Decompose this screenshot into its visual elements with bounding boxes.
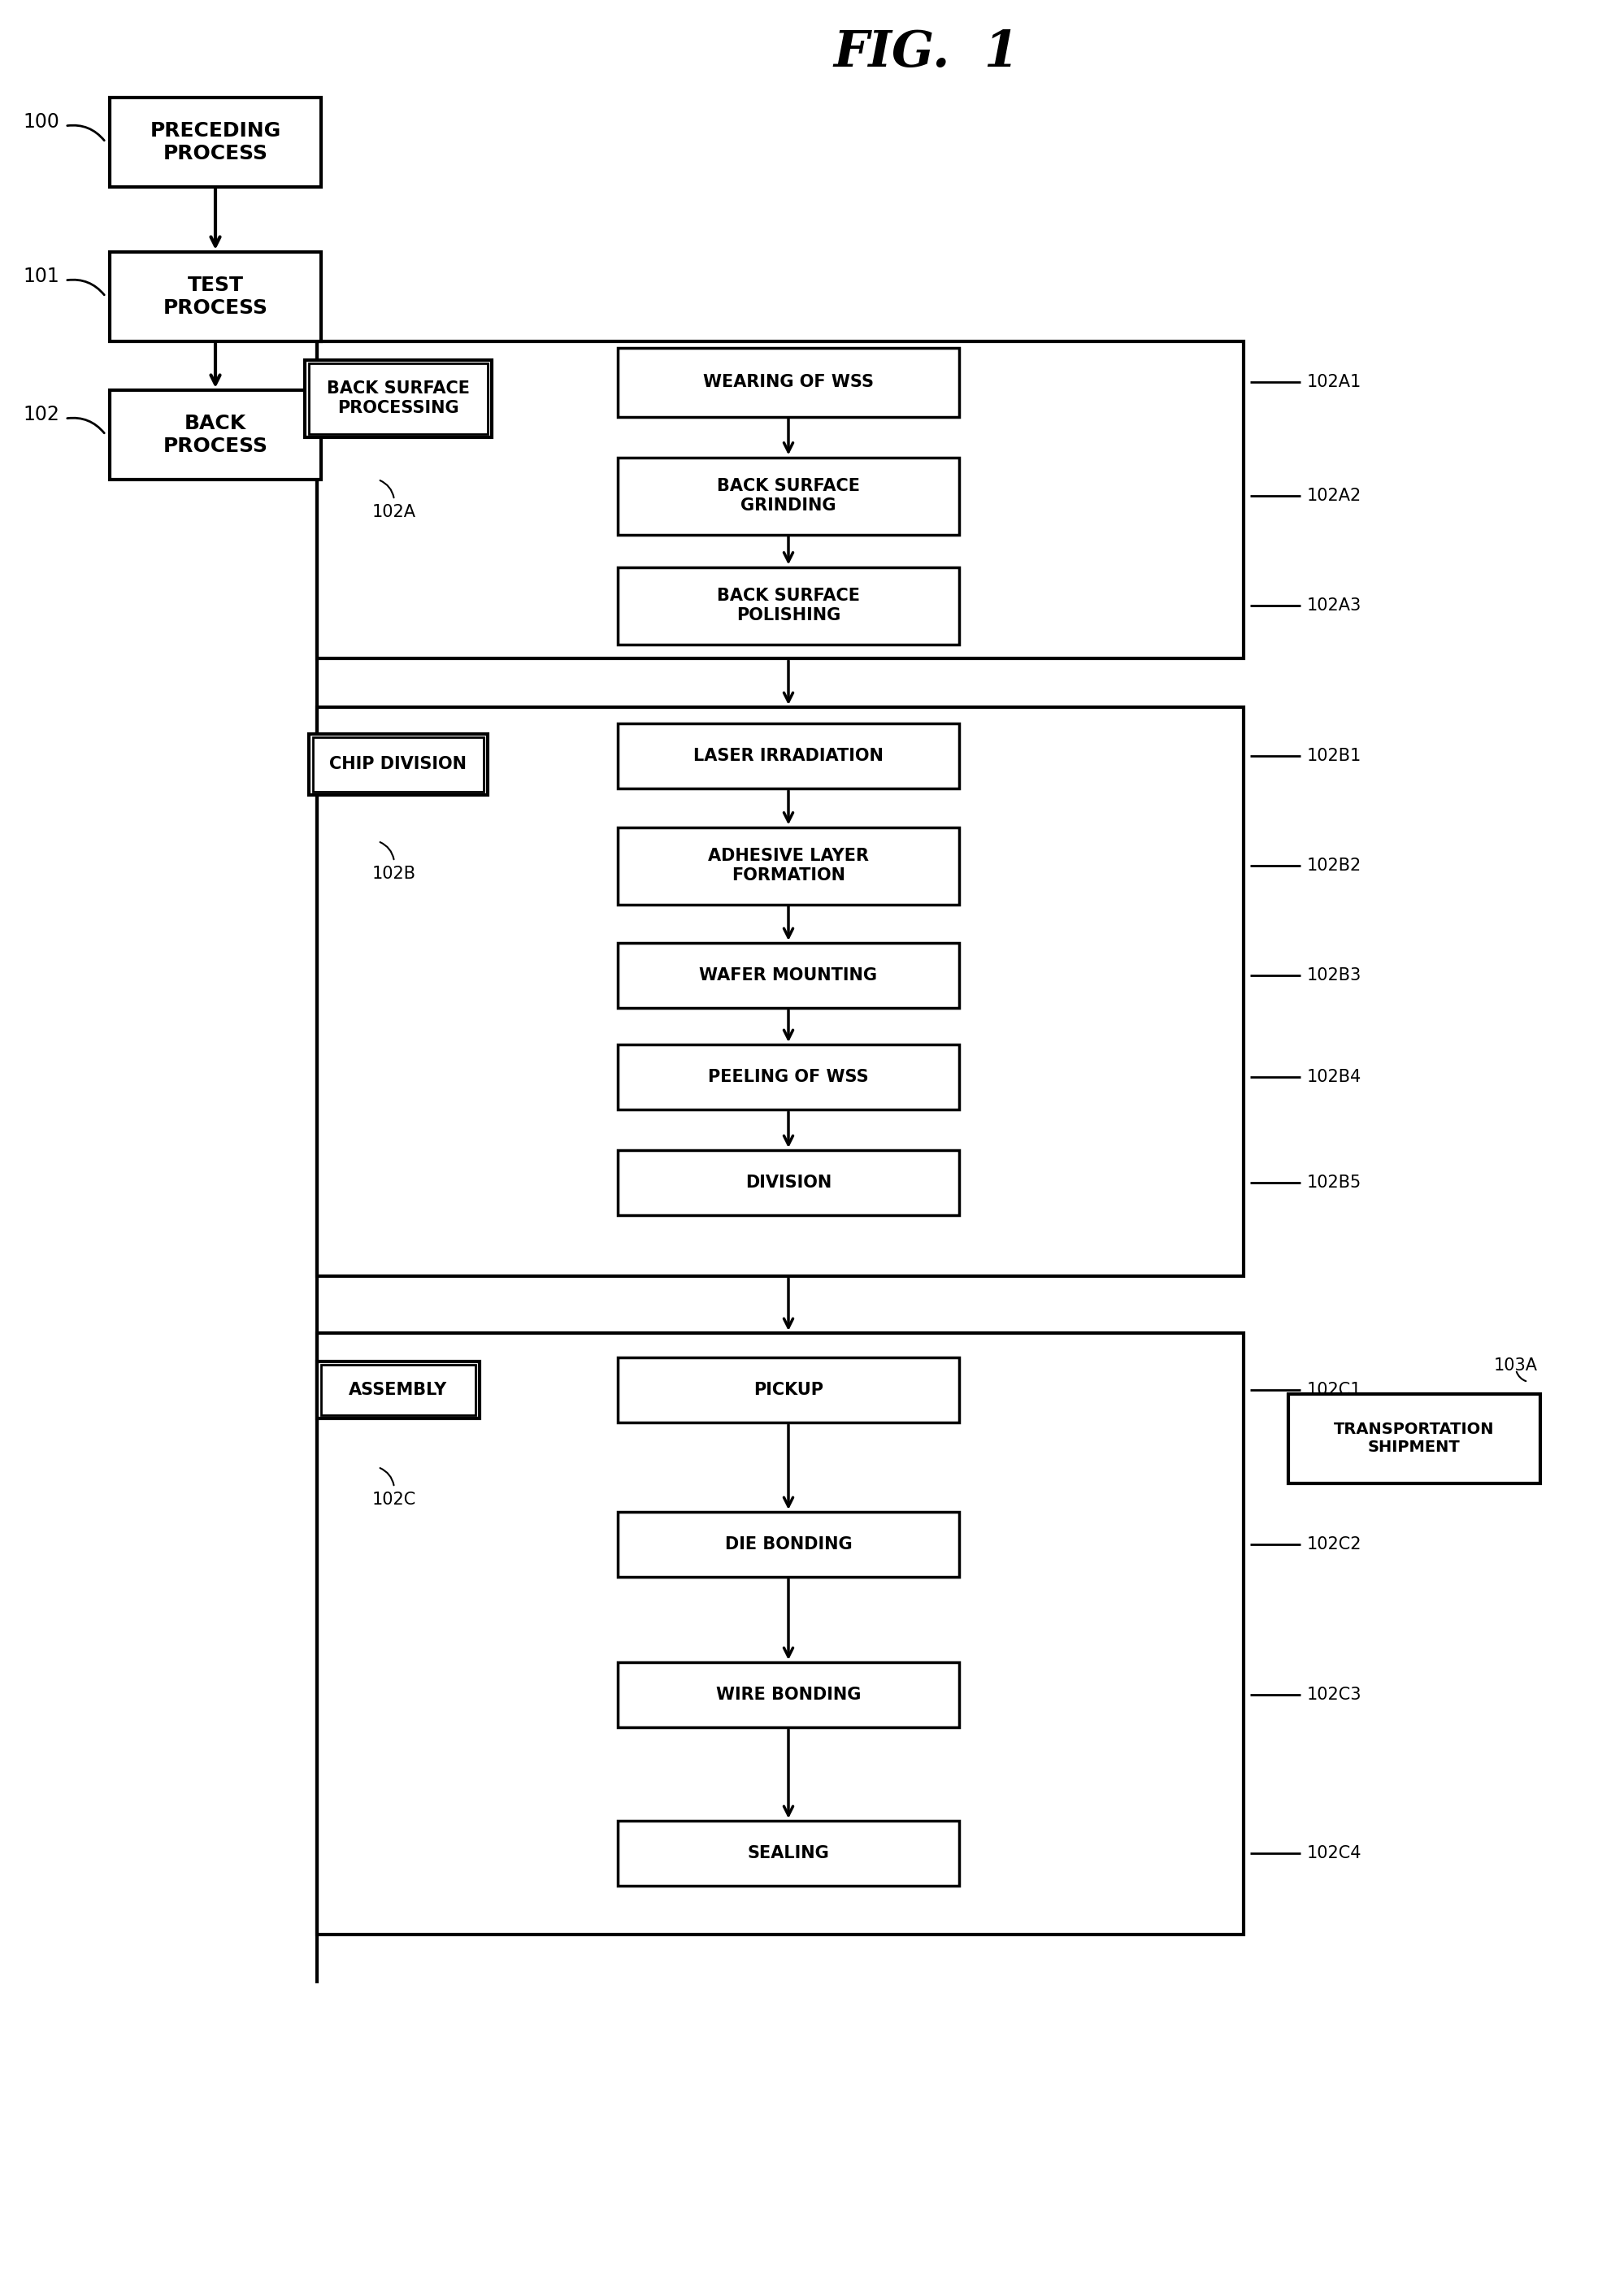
Bar [317, 1362, 479, 1419]
Text: DIVISION: DIVISION [745, 1174, 831, 1190]
Bar [617, 566, 958, 644]
Bar [617, 1357, 958, 1422]
Text: TRANSPORTATION
SHIPMENT: TRANSPORTATION SHIPMENT [1333, 1422, 1494, 1456]
Text: 101: 101 [23, 266, 60, 287]
Text: BACK
PROCESS: BACK PROCESS [162, 413, 268, 456]
Bar [617, 349, 958, 417]
Text: PICKUP: PICKUP [754, 1383, 823, 1399]
Bar [317, 706, 1242, 1277]
Text: LASER IRRADIATION: LASER IRRADIATION [693, 748, 883, 764]
Text: 100: 100 [23, 112, 60, 131]
Text: 102B1: 102B1 [1306, 748, 1361, 764]
Bar [617, 828, 958, 903]
Text: WEARING OF WSS: WEARING OF WSS [703, 374, 874, 390]
Text: DIE BONDING: DIE BONDING [724, 1536, 851, 1552]
Bar [617, 1046, 958, 1110]
Text: WIRE BONDING: WIRE BONDING [716, 1688, 861, 1704]
Bar [309, 734, 487, 796]
Text: 102A: 102A [372, 504, 416, 521]
Text: TEST
PROCESS: TEST PROCESS [162, 275, 268, 319]
Text: PRECEDING
PROCESS: PRECEDING PROCESS [149, 122, 281, 163]
Bar [617, 1151, 958, 1215]
Text: 102B3: 102B3 [1306, 968, 1361, 984]
Bar [110, 99, 322, 188]
Bar [317, 1332, 1242, 1935]
Text: BACK SURFACE
GRINDING: BACK SURFACE GRINDING [716, 479, 859, 514]
Text: PEELING OF WSS: PEELING OF WSS [708, 1069, 869, 1085]
Text: 102B: 102B [372, 867, 416, 883]
Text: 102B4: 102B4 [1306, 1069, 1361, 1085]
Bar [617, 942, 958, 1009]
Bar [110, 390, 322, 479]
Text: 102C: 102C [372, 1490, 416, 1509]
Bar [617, 456, 958, 534]
Text: CHIP DIVISION: CHIP DIVISION [330, 757, 466, 773]
Text: WAFER MOUNTING: WAFER MOUNTING [698, 968, 877, 984]
Text: 102A2: 102A2 [1306, 488, 1361, 504]
Bar [110, 252, 322, 342]
Text: BACK SURFACE
PROCESSING: BACK SURFACE PROCESSING [326, 381, 469, 415]
Text: 102C4: 102C4 [1306, 1846, 1361, 1862]
Bar [1288, 1394, 1540, 1484]
Bar [309, 362, 487, 433]
Bar [322, 1364, 476, 1415]
Text: 102: 102 [23, 406, 60, 424]
Text: ASSEMBLY: ASSEMBLY [349, 1383, 447, 1399]
Text: BACK SURFACE
POLISHING: BACK SURFACE POLISHING [716, 587, 859, 624]
Bar [305, 360, 492, 438]
Bar [313, 736, 484, 791]
Bar [617, 722, 958, 789]
Text: FIG.  1: FIG. 1 [833, 28, 1018, 78]
Bar [617, 1821, 958, 1885]
Bar [617, 1662, 958, 1727]
Text: 103A: 103A [1492, 1357, 1536, 1374]
Text: ADHESIVE LAYER
FORMATION: ADHESIVE LAYER FORMATION [708, 848, 869, 883]
Text: 102C3: 102C3 [1306, 1688, 1361, 1704]
Text: 102A1: 102A1 [1306, 374, 1361, 390]
Text: 102C1: 102C1 [1306, 1383, 1361, 1399]
Text: 102B2: 102B2 [1306, 858, 1361, 874]
Text: 102A3: 102A3 [1306, 598, 1361, 615]
Text: 102B5: 102B5 [1306, 1174, 1361, 1190]
Text: SEALING: SEALING [747, 1846, 828, 1862]
Bar [317, 342, 1242, 658]
Text: 102C2: 102C2 [1306, 1536, 1361, 1552]
Bar [617, 1511, 958, 1578]
